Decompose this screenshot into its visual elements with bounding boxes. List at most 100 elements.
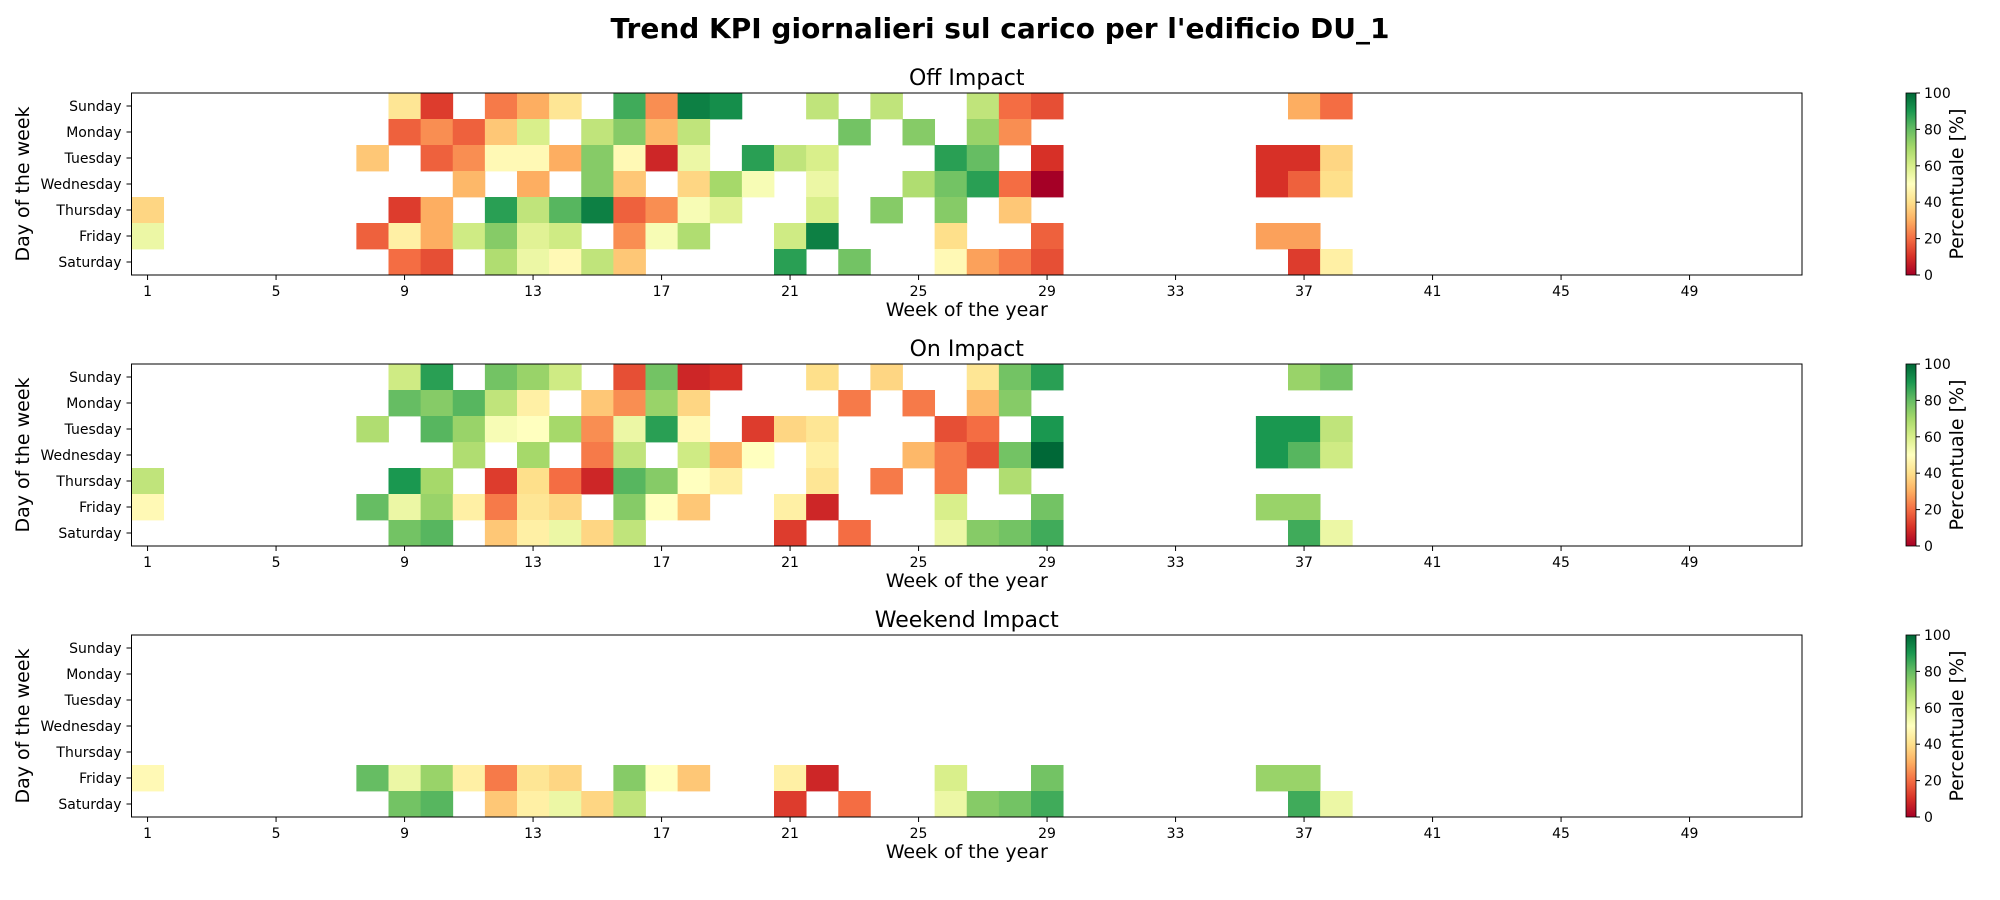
heatmap-cell [645, 119, 679, 146]
x-tick-label: 49 [1681, 826, 1699, 842]
x-tick-label: 21 [781, 284, 799, 300]
heatmap-cell [388, 197, 422, 224]
heatmap-cell [549, 765, 582, 792]
x-tick-label: 21 [781, 826, 799, 842]
x-tick-label: 37 [1295, 284, 1313, 300]
heatmap-cell [966, 93, 1000, 120]
heatmap-cell [870, 93, 903, 120]
heatmap-cell [549, 520, 582, 547]
heatmap-cell [838, 390, 871, 417]
heatmap-cell [452, 145, 486, 172]
heatmap-cell [452, 119, 486, 146]
heatmap-cells [131, 765, 1353, 818]
heatmap-cell [1031, 791, 1064, 818]
heatmap-cell [613, 520, 646, 547]
heatmap-cell [677, 364, 711, 391]
heatmap-cell [581, 520, 614, 547]
heatmap-cell [549, 197, 582, 224]
heatmap-cell [1255, 171, 1289, 198]
heatmap-cell [1288, 442, 1321, 469]
y-axis-label: Day of the week [12, 648, 34, 803]
colorbar-label: Percentuale [%] [1946, 108, 1968, 259]
heatmap-cell [806, 197, 839, 224]
colorbar-gradient [1905, 92, 1917, 276]
heatmap-cell [420, 119, 454, 146]
heatmap-cell [966, 171, 1000, 198]
heatmap-cell [1320, 364, 1353, 391]
x-tick-label: 1 [143, 826, 152, 842]
heatmap-cell [484, 494, 518, 521]
heatmap-cell [420, 197, 454, 224]
heatmap-cell [774, 249, 807, 276]
heatmap-cell [452, 765, 486, 792]
heatmap-cell [420, 390, 454, 417]
colorbar-tick-label: 80 [1924, 122, 1942, 138]
heatmap-cell [613, 765, 646, 792]
heatmap-cell [1255, 416, 1289, 443]
heatmap-cell [934, 223, 968, 250]
heatmap-cell [613, 93, 646, 120]
heatmap-cell [420, 520, 454, 547]
x-tick-label: 41 [1424, 555, 1442, 571]
heatmap-cell [517, 468, 550, 495]
colorbar-tick-label: 40 [1924, 737, 1942, 753]
heatmap-cell [774, 520, 807, 547]
heatmap-cell [356, 765, 389, 792]
heatmap-cell [131, 468, 165, 495]
heatmap-cell [1288, 145, 1321, 172]
x-tick-label: 25 [910, 555, 928, 571]
heatmap-cell [645, 364, 679, 391]
x-tick-label: 13 [524, 555, 542, 571]
heatmap-cell [998, 442, 1032, 469]
x-tick-label: 17 [653, 826, 671, 842]
colorbar-tick-label: 100 [1924, 357, 1951, 373]
heatmap-cell [1031, 442, 1064, 469]
x-tick-label: 45 [1552, 826, 1570, 842]
y-tick-label: Monday [66, 396, 121, 412]
heatmap-cell [613, 390, 646, 417]
heatmap-cell [1320, 145, 1353, 172]
colorbar-gradient [1905, 363, 1917, 547]
x-tick-label: 17 [653, 284, 671, 300]
heatmap-cell [1031, 416, 1064, 443]
heatmap-cell [484, 223, 518, 250]
heatmap-cell [420, 249, 454, 276]
heatmap-cell [902, 442, 936, 469]
x-tick-label: 9 [400, 284, 409, 300]
heatmap-cell [1255, 494, 1289, 521]
heatmap-cell [774, 416, 807, 443]
heatmap-cell [774, 765, 807, 792]
heatmap-cell [517, 93, 550, 120]
colorbar-tick-label: 80 [1924, 393, 1942, 409]
heatmap-cell [934, 520, 968, 547]
heatmap-cell [934, 765, 968, 792]
heatmap-cell [677, 119, 711, 146]
colorbar-tick-label: 60 [1924, 701, 1942, 717]
heatmap-cell [966, 442, 1000, 469]
x-tick-label: 37 [1295, 555, 1313, 571]
x-axis-label: Week of the year [886, 299, 1048, 321]
heatmap-cell [420, 494, 454, 521]
heatmap-cell [709, 468, 743, 495]
colorbar-label: Percentuale [%] [1946, 650, 1968, 801]
y-tick-label: Thursday [55, 474, 121, 490]
heatmap-cell [1288, 171, 1321, 198]
heatmap-cell [549, 468, 582, 495]
heatmap-cell [870, 364, 903, 391]
heatmap-cell [934, 249, 968, 276]
heatmap-cell [966, 390, 1000, 417]
heatmap-cell [484, 765, 518, 792]
heatmap-cell [517, 249, 550, 276]
heatmap-cell [581, 145, 614, 172]
heatmap-cell [902, 171, 936, 198]
heatmap-cell [613, 145, 646, 172]
heatmap-cell [452, 442, 486, 469]
heatmap-cell [131, 494, 165, 521]
heatmap-cell [966, 145, 1000, 172]
heatmap-cell [1031, 93, 1064, 120]
heatmap-cell [998, 791, 1032, 818]
colorbar-tick-label: 0 [1924, 268, 1933, 284]
heatmap-cell [998, 468, 1032, 495]
heatmap-cell [131, 197, 165, 224]
